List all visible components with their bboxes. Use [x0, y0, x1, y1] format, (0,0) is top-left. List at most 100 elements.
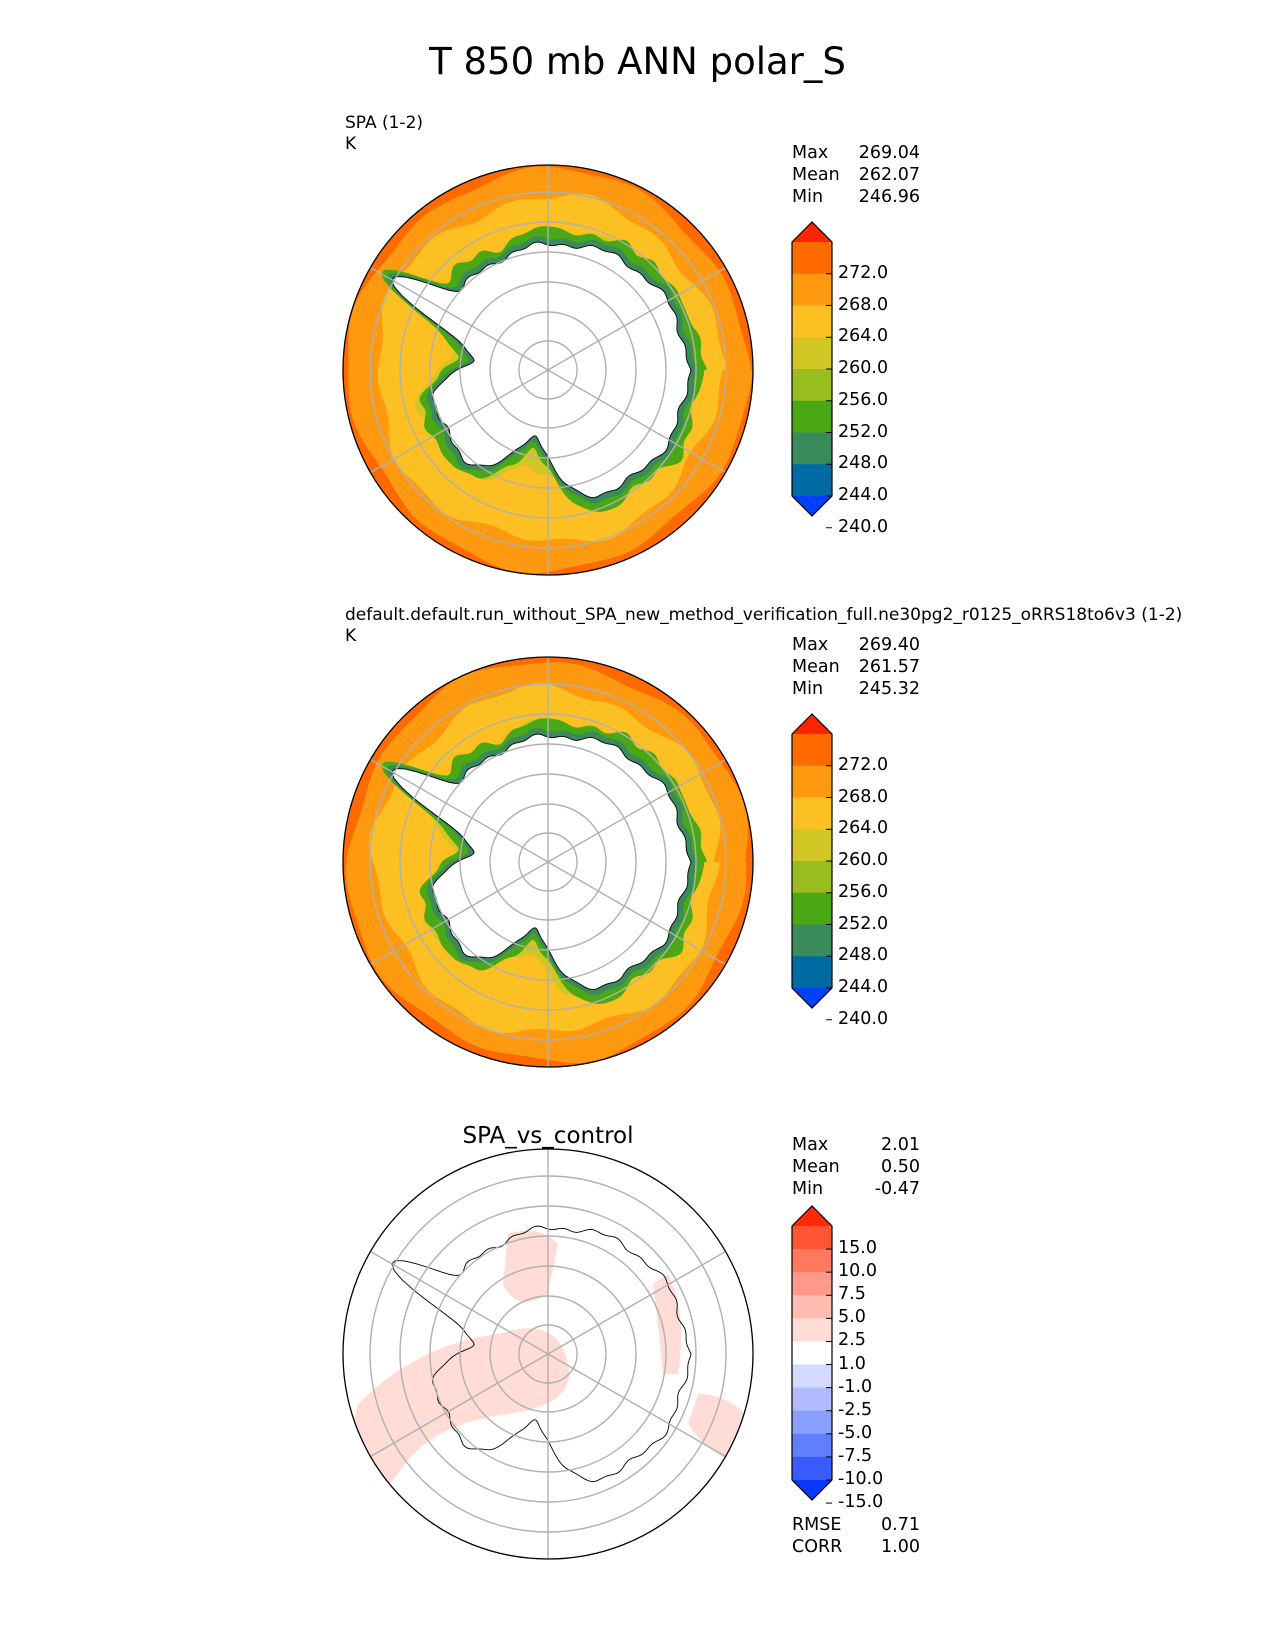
colorbar-segment [792, 924, 832, 957]
colorbar-tick-label: 272.0 [838, 754, 889, 775]
coastline [391, 733, 692, 991]
colorbar-segment [792, 1272, 832, 1296]
colorbar-extend-min [792, 988, 832, 1008]
colorbar-tick-label: 260.0 [838, 358, 889, 378]
colorbar-segment [792, 892, 832, 925]
colorbar-tick-label: -1.0 [838, 1376, 873, 1397]
stats-block: Max 269.04 Mean 262.07 Min 246.96 [792, 142, 920, 208]
colorbar-tick-label: 5.0 [838, 1307, 866, 1328]
colorbar-segment [792, 829, 832, 862]
colorbar-tick-label: 7.5 [838, 1284, 866, 1305]
colorbar-tick-label: 260.0 [838, 850, 889, 870]
colorbar-segment [792, 765, 832, 798]
colorbar-segment [792, 400, 832, 433]
colorbar-difference [791, 1205, 833, 1504]
coastline [391, 241, 692, 499]
colorbar-tick-label: -7.5 [838, 1445, 873, 1466]
colorbar-segment [792, 1410, 832, 1435]
stat-value: 261.57 [858, 657, 920, 677]
colorbar-tick-label: -5.0 [838, 1422, 873, 1443]
colorbar-tick-label: 252.0 [838, 421, 889, 442]
colorbar-tick-label: 256.0 [838, 881, 889, 902]
stat-value: 1.00 [881, 1537, 920, 1557]
stat-value: 262.07 [858, 165, 920, 185]
colorbar-segment [792, 1387, 832, 1412]
colorbar-tick-label: 264.0 [838, 326, 889, 347]
panel-heading: SPA (1-2) [345, 113, 424, 133]
coastline [391, 1225, 692, 1483]
colorbar-extend-min [792, 496, 832, 516]
colorbar-reference [791, 713, 833, 1021]
stat-label: Max [792, 143, 829, 163]
colorbar-segment [792, 956, 832, 989]
panel-heading: default.default.run_without_SPA_new_meth… [345, 605, 1183, 625]
colorbar-segment [792, 1318, 832, 1342]
stat-label: RMSE [792, 1515, 842, 1535]
colorbar-tick-label: 268.0 [838, 294, 889, 315]
colorbar-tick-label: 2.5 [838, 1330, 866, 1351]
stat-value: 0.71 [881, 1515, 920, 1535]
colorbar-tick-label: 248.0 [838, 945, 889, 966]
colorbar-tick-label: 252.0 [838, 913, 889, 934]
colorbar-segment [792, 1364, 832, 1389]
colorbar-extend-max [792, 1206, 832, 1226]
map-boundary [342, 1148, 754, 1560]
polar-map-difference [342, 1148, 754, 1560]
colorbar-segment [792, 1433, 832, 1458]
colorbar-segment [792, 1456, 832, 1481]
stat-label: Min [792, 187, 824, 207]
stat-label: Min [792, 679, 824, 699]
colorbar-tick-label: 268.0 [838, 786, 889, 807]
colorbar-tick-label: 15.0 [838, 1238, 877, 1259]
graticule [369, 1149, 727, 1559]
colorbar-segment [792, 734, 832, 767]
stat-label: Mean [792, 657, 840, 677]
temperature-field [343, 165, 753, 575]
colorbar-segment [792, 242, 832, 275]
colorbar-segment [792, 1295, 832, 1319]
stat-value: -0.47 [874, 1179, 920, 1199]
colorbar-segment [792, 1341, 832, 1366]
stat-value: 0.50 [881, 1157, 920, 1177]
stat-value: 2.01 [881, 1135, 920, 1155]
colorbar-segment [792, 432, 832, 465]
stat-label: CORR [792, 1537, 843, 1557]
colorbar-tick-label: 244.0 [838, 485, 889, 505]
colorbar-segment [792, 337, 832, 370]
graticule [369, 165, 727, 575]
stat-value: 269.04 [858, 143, 920, 163]
polar-map-test [342, 164, 754, 576]
colorbar-extend-min [792, 1480, 832, 1500]
colorbar-tick-label: 1.0 [838, 1353, 866, 1374]
colorbar-segment [792, 464, 832, 497]
colorbar-tick-label: 10.0 [838, 1261, 877, 1282]
colorbar-segment [792, 1249, 832, 1273]
colorbar-segment [792, 797, 832, 830]
stats-block: Max 2.01 Mean 0.50 Min -0.47 [792, 1134, 920, 1200]
colorbar-tick-label: 248.0 [838, 453, 889, 474]
error-stats-block: RMSE 0.71 CORR 1.00 [792, 1514, 920, 1558]
colorbar-extend-max [792, 714, 832, 734]
map-boundary [342, 164, 754, 576]
colorbar-tick-label: 264.0 [838, 818, 889, 839]
colorbar-tick-label: 244.0 [838, 977, 889, 997]
colorbar-tick-label: 240.0 [838, 1008, 889, 1029]
colorbar-tick-label: 240.0 [838, 516, 889, 537]
map-boundary [342, 656, 754, 1068]
stat-value: 269.40 [858, 635, 920, 655]
figure-title: T 850 mb ANN polar_S [429, 40, 846, 83]
stat-label: Min [792, 1179, 824, 1199]
stat-value: 246.96 [858, 187, 920, 207]
colorbar-tick-label: -15.0 [838, 1492, 884, 1513]
colorbar-tick-label: 272.0 [838, 262, 889, 283]
polar-map-reference [342, 656, 754, 1068]
colorbar-segment [792, 305, 832, 338]
colorbar-tick-label: -2.5 [838, 1399, 873, 1420]
stat-label: Mean [792, 165, 840, 185]
stat-label: Max [792, 635, 829, 655]
colorbar-extend-max [792, 222, 832, 242]
colorbar-test [791, 221, 833, 529]
colorbar-segment [792, 1226, 832, 1250]
colorbar-segment [792, 861, 832, 894]
